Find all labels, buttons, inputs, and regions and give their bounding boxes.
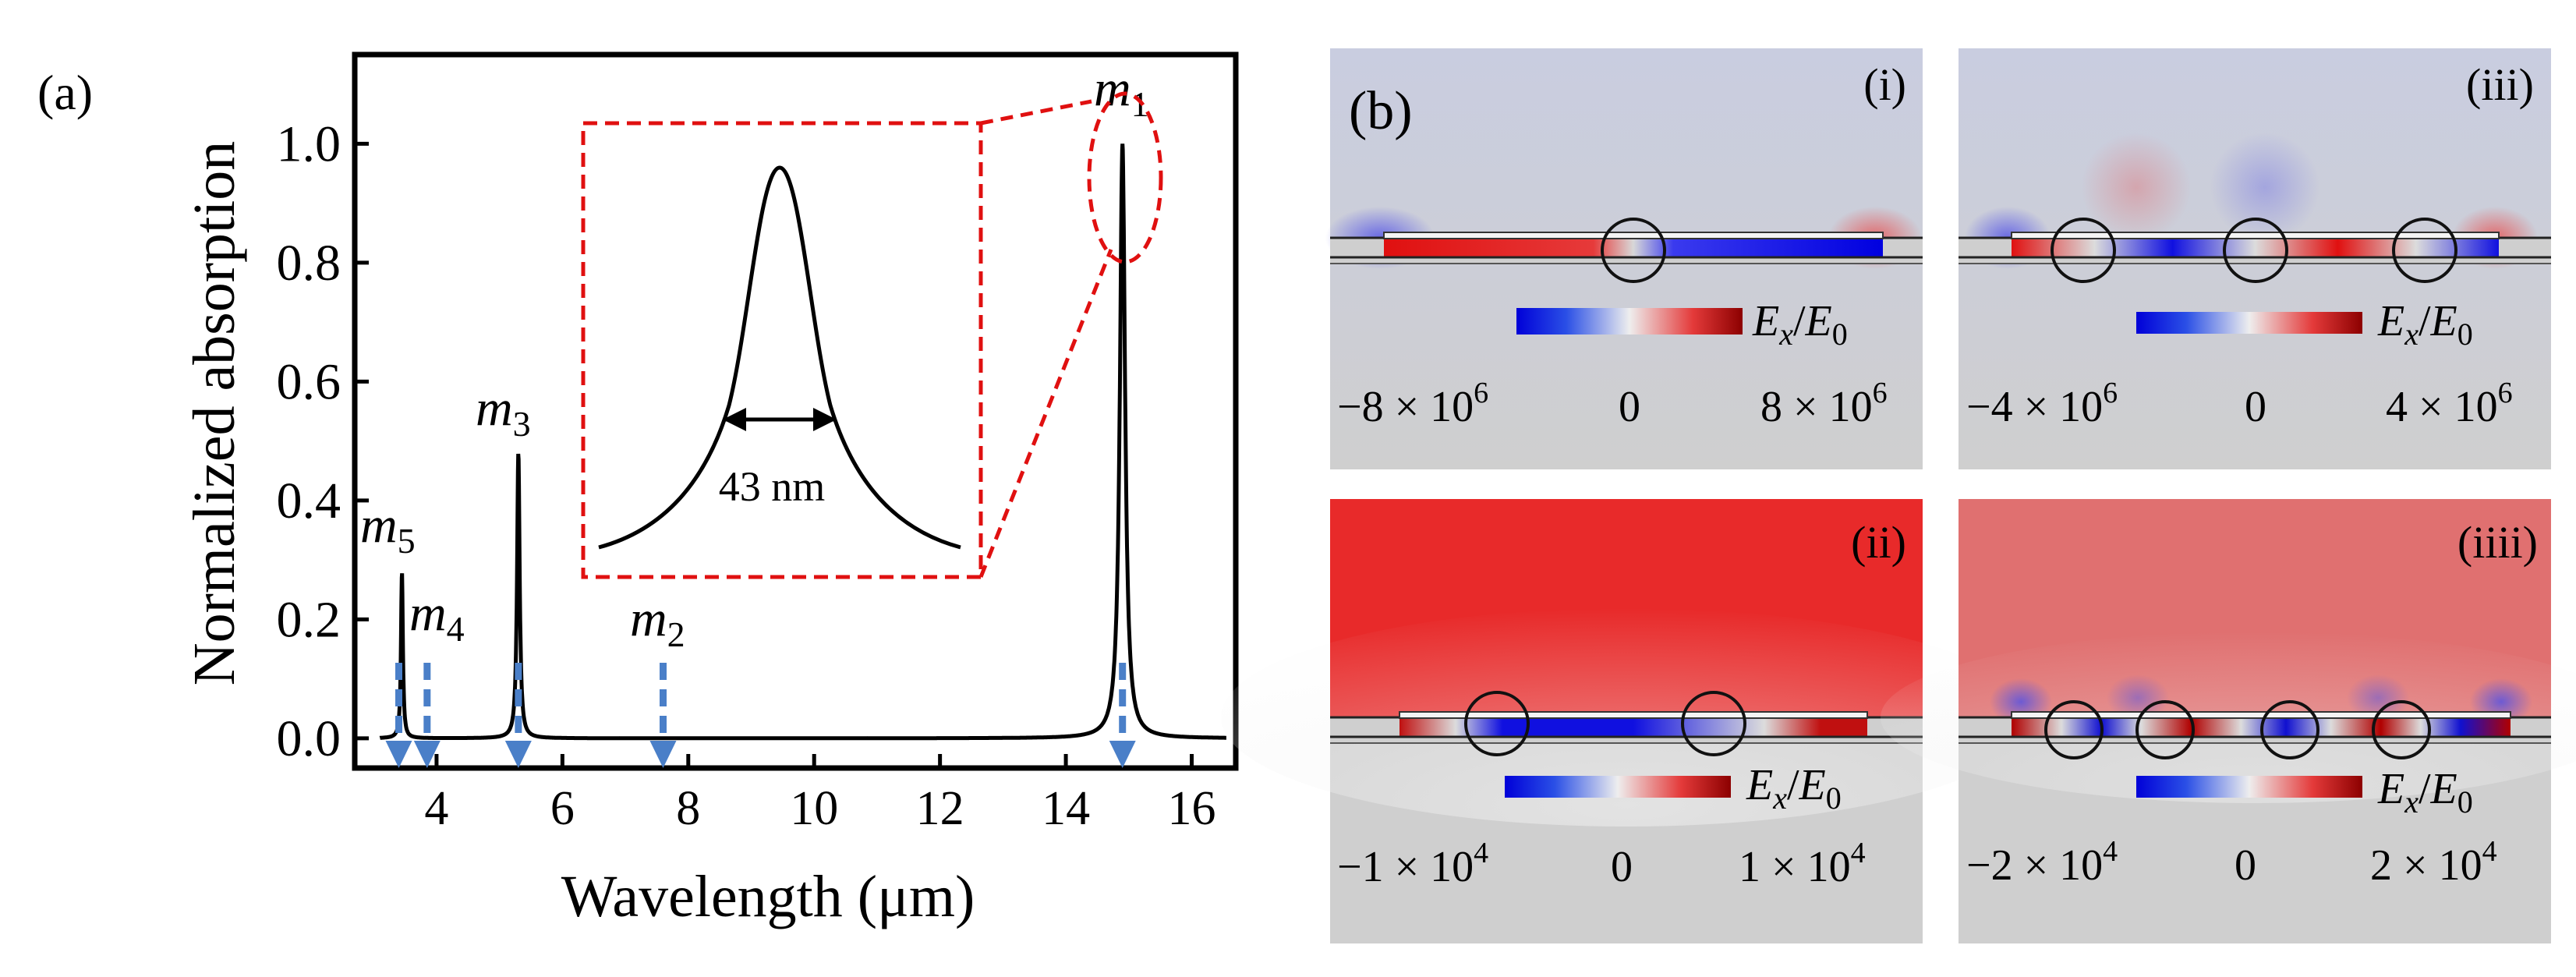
y-tick-label: 0.6 <box>277 353 341 410</box>
colorbar-max-iii: 4 × 106 <box>2386 377 2513 431</box>
svg-text:m2: m2 <box>630 590 685 654</box>
mode-label-m4: m4 <box>409 585 465 649</box>
peak-highlight-ellipse <box>1087 91 1163 264</box>
x-tick-label: 14 <box>1042 782 1090 835</box>
colorbar-i <box>1516 308 1743 335</box>
x-tick-label: 8 <box>676 782 700 835</box>
inset-curve <box>598 165 961 550</box>
mode-marker-arrow <box>504 741 532 768</box>
x-tick-label: 12 <box>916 782 964 835</box>
mode-marker-arrow <box>649 741 677 768</box>
mode-marker-arrow <box>1109 741 1136 768</box>
colorbar-zero-iii: 0 <box>2245 383 2266 431</box>
colorbar-label-iiii: Ex/E0 <box>2377 765 2473 819</box>
field-node-circle <box>2372 700 2431 759</box>
mode-label-m3: m3 <box>476 380 531 444</box>
x-axis-label: Wavelength (μm) <box>561 864 975 929</box>
field-node-circle <box>1681 691 1746 756</box>
mode-marker-arrow <box>385 741 412 768</box>
zoom-line-bottom <box>978 249 1113 578</box>
tick-group: 4 6 8 10 12 14 16 0.0 0.2 0.4 0.6 0.8 1.0 <box>277 115 1216 835</box>
colorbar-iiii <box>2136 776 2362 798</box>
inset-frame <box>581 121 983 579</box>
subpanel-tag-iii: (iii) <box>2466 59 2534 110</box>
panel-a-label: (a) <box>37 65 93 120</box>
svg-text:m5: m5 <box>360 497 416 561</box>
x-tick-label: 16 <box>1168 782 1216 835</box>
mode-label-m5: m5 <box>360 497 416 561</box>
colorbar-max-iiii: 2 × 104 <box>2370 835 2497 890</box>
field-node-circle <box>2135 700 2195 759</box>
colorbar-iii <box>2136 312 2362 334</box>
x-tick-label: 4 <box>424 782 448 835</box>
fwhm-label: 43 nm <box>719 463 826 510</box>
field-node-circle <box>2044 700 2104 759</box>
colorbar-ii <box>1505 776 1731 798</box>
panel-b-label: (b) <box>1349 81 1413 141</box>
y-tick-label: 1.0 <box>277 115 341 172</box>
field-node-circle <box>2392 218 2457 283</box>
panel-b: (b) (i) Ex/E0 −8 × 106 0 8 × 106 (iii) <box>1221 48 2576 943</box>
y-tick-label: 0.4 <box>277 473 341 529</box>
field-map-ii: (ii) Ex/E0 −1 × 104 0 1 × 104 <box>1221 499 2032 943</box>
field-map-iiii: (iiii) Ex/E0 −2 × 104 0 2 × 104 <box>1881 499 2576 943</box>
y-tick-label: 0.2 <box>277 591 341 648</box>
y-tick-label: 0.8 <box>277 235 341 292</box>
colorbar-min-ii: −1 × 104 <box>1337 837 1488 891</box>
svg-text:m1: m1 <box>1094 60 1149 124</box>
field-node-circle <box>2260 700 2319 759</box>
svg-text:m4: m4 <box>409 585 465 649</box>
field-map-iii: (iii) Ex/E0 −4 × 106 0 4 × 106 <box>1959 48 2551 469</box>
mode-label-m1: m1 <box>1094 60 1149 124</box>
zoom-line-top <box>980 99 1092 126</box>
subpanel-tag-ii: (ii) <box>1851 517 1906 568</box>
x-tick-label: 10 <box>790 782 838 835</box>
colorbar-max-ii: 1 × 104 <box>1739 837 1866 891</box>
absorption-curve-group <box>379 143 1226 741</box>
y-axis-label: Normalized absorption <box>182 141 247 686</box>
axes <box>352 51 1239 771</box>
x-tick-label: 6 <box>550 782 575 835</box>
colorbar-label-iii: Ex/E0 <box>2377 297 2473 352</box>
subpanel-tag-iiii: (iiii) <box>2457 517 2538 568</box>
colorbar-min-iii: −4 × 106 <box>1966 377 2118 431</box>
mode-label-m2: m2 <box>630 590 685 654</box>
field-node-circle <box>2051 218 2116 283</box>
colorbar-label-ii: Ex/E0 <box>1746 761 1842 816</box>
field-node-circle <box>1601 218 1666 283</box>
colorbar-max-i: 8 × 106 <box>1760 377 1888 431</box>
colorbar-label-i: Ex/E0 <box>1752 297 1848 352</box>
field-node-circle <box>2223 218 2288 283</box>
colorbar-zero-iiii: 0 <box>2235 841 2256 890</box>
inset: 43 nm <box>581 91 1163 579</box>
colorbar-zero-ii: 0 <box>1611 843 1633 891</box>
panel-a: (a) Normalized absorption Wavelength (μm… <box>37 51 1239 929</box>
plot-frame <box>352 51 1239 771</box>
absorption-curve <box>379 143 1226 741</box>
colorbar-zero-i: 0 <box>1619 383 1640 431</box>
field-node-circle <box>1464 691 1530 756</box>
mode-marker-arrow <box>413 741 441 768</box>
subpanel-tag-i: (i) <box>1863 59 1906 110</box>
y-tick-label: 0.0 <box>277 710 341 767</box>
field-map-i: (b) (i) Ex/E0 −8 × 106 0 8 × 106 <box>1325 48 1923 469</box>
mode-markers <box>385 663 1136 768</box>
colorbar-min-iiii: −2 × 104 <box>1966 835 2118 890</box>
svg-text:m3: m3 <box>476 380 531 444</box>
colorbar-min-i: −8 × 106 <box>1337 377 1488 431</box>
